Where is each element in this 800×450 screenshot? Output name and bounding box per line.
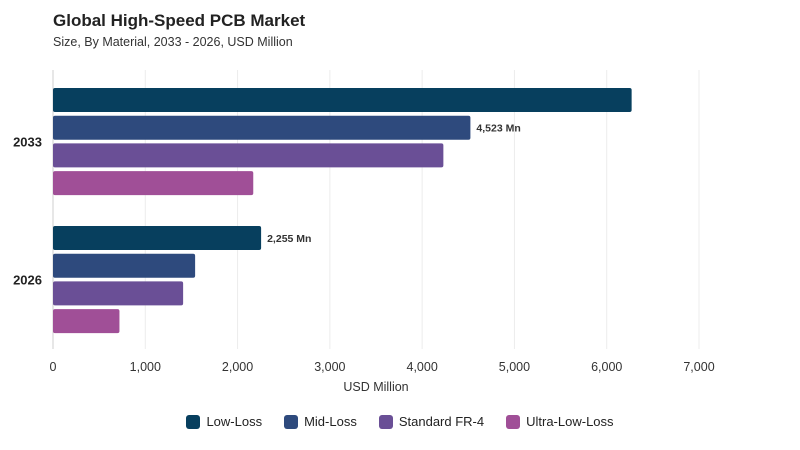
legend-swatch <box>378 414 393 429</box>
bar-2026-ultra-low-loss <box>53 309 120 334</box>
x-tick-label: 3,000 <box>314 360 345 374</box>
bar-2033-ultra-low-loss <box>53 171 254 196</box>
bar-2033-low-loss <box>53 88 632 112</box>
bar-chart: 0 1,000 2,000 3,000 4,000 5,000 6,000 7,000 USD … <box>13 70 715 394</box>
legend-item: Low-Loss <box>186 414 262 429</box>
bar-2026-mid-loss <box>53 253 196 278</box>
legend-swatch <box>284 414 299 429</box>
data-label: 2,255 Mn <box>267 233 311 245</box>
x-tick-label: 6,000 <box>591 360 622 374</box>
legend-label: Ultra-Low-Loss <box>526 414 614 429</box>
bar-2033-standard-fr-4 <box>53 143 444 168</box>
legend-item: Mid-Loss <box>284 414 357 429</box>
bar-2026-standard-fr-4 <box>53 281 184 306</box>
x-tick-label: 1,000 <box>130 360 161 374</box>
legend-item: Standard FR-4 <box>378 414 485 429</box>
legend-item: Ultra-Low-Loss <box>506 414 614 429</box>
chart-title: Global High-Speed PCB Market <box>53 11 306 30</box>
legend-swatch <box>506 414 521 429</box>
x-axis-label: USD Million <box>343 380 408 394</box>
x-tick-label: 5,000 <box>499 360 530 374</box>
x-tick-label: 7,000 <box>683 360 714 374</box>
y-category-label: 2033 <box>13 135 42 150</box>
x-tick-label: 0 <box>50 360 57 374</box>
bar-2033-mid-loss <box>53 115 471 140</box>
y-category-label: 2026 <box>13 273 42 288</box>
bar-2026-low-loss <box>53 226 262 250</box>
x-tick-label: 4,000 <box>407 360 438 374</box>
legend-label: Mid-Loss <box>304 414 357 429</box>
x-tick-label: 2,000 <box>222 360 253 374</box>
chart-subtitle: Size, By Material, 2033 - 2026, USD Mill… <box>53 35 293 49</box>
legend-swatch <box>186 414 201 429</box>
legend-label: Standard FR-4 <box>398 414 485 429</box>
data-label: 4,523 Mn <box>476 123 520 135</box>
legend: Low-Loss Mid-Loss Standard FR-4 Ultra-Low-L… <box>0 414 800 429</box>
legend-label: Low-Loss <box>206 414 263 429</box>
